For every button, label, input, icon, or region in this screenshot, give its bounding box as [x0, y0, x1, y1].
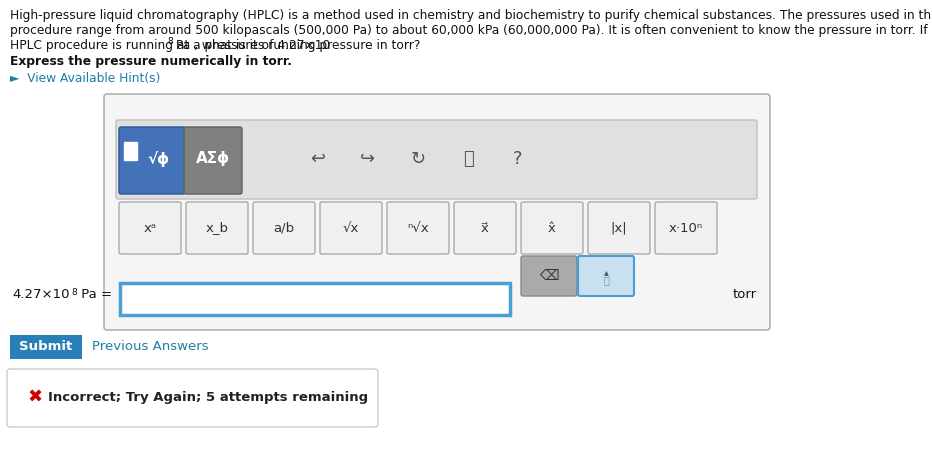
Text: procedure range from around 500 kilopascals (500,000 Pa) to about 60,000 kPa (60: procedure range from around 500 kilopasc…: [10, 24, 932, 37]
Text: ✖: ✖: [27, 389, 42, 407]
Text: √ϕ: √ϕ: [148, 151, 170, 167]
FancyBboxPatch shape: [10, 335, 82, 359]
Text: Incorrect; Try Again; 5 attempts remaining: Incorrect; Try Again; 5 attempts remaini…: [48, 391, 368, 404]
Bar: [124, 142, 137, 160]
Text: ⎙: ⎙: [462, 150, 473, 168]
Text: ↩: ↩: [310, 150, 325, 168]
Text: |x|: |x|: [610, 222, 627, 234]
Text: High-pressure liquid chromatography (HPLC) is a method used in chemistry and bio: High-pressure liquid chromatography (HPL…: [10, 9, 932, 22]
Text: x̂: x̂: [548, 222, 555, 234]
Text: Express the pressure numerically in torr.: Express the pressure numerically in torr…: [10, 55, 292, 68]
Text: x⃗: x⃗: [481, 222, 489, 234]
Text: ▴: ▴: [604, 267, 609, 277]
Text: ⁿ√x: ⁿ√x: [407, 222, 429, 234]
Text: Previous Answers: Previous Answers: [92, 340, 209, 354]
Text: AΣϕ: AΣϕ: [196, 152, 230, 167]
FancyBboxPatch shape: [184, 127, 242, 194]
Bar: [120, 283, 510, 315]
Text: ⌫: ⌫: [540, 269, 559, 283]
FancyBboxPatch shape: [655, 202, 717, 254]
FancyBboxPatch shape: [454, 202, 516, 254]
FancyBboxPatch shape: [7, 369, 378, 427]
Text: Submit: Submit: [20, 340, 73, 354]
Text: Pa =: Pa =: [77, 288, 112, 301]
Text: torr: torr: [733, 288, 757, 301]
FancyBboxPatch shape: [387, 202, 449, 254]
FancyBboxPatch shape: [119, 202, 181, 254]
Text: 8: 8: [71, 288, 76, 297]
Text: 8: 8: [167, 37, 172, 46]
Text: ►  View Available Hint(s): ► View Available Hint(s): [10, 72, 160, 85]
FancyBboxPatch shape: [521, 202, 583, 254]
Text: 4.27×10: 4.27×10: [12, 288, 70, 301]
Text: x_b: x_b: [205, 222, 228, 234]
Text: ?: ?: [514, 150, 523, 168]
Text: √x: √x: [343, 222, 359, 234]
Text: xᵃ: xᵃ: [144, 222, 157, 234]
FancyBboxPatch shape: [578, 256, 634, 296]
FancyBboxPatch shape: [521, 256, 577, 296]
FancyBboxPatch shape: [116, 120, 757, 199]
FancyBboxPatch shape: [320, 202, 382, 254]
Text: a/b: a/b: [273, 222, 295, 234]
Text: HPLC procedure is running at a pressure of 4.27×10: HPLC procedure is running at a pressure …: [10, 39, 330, 52]
FancyBboxPatch shape: [253, 202, 315, 254]
Text: ↪: ↪: [361, 150, 376, 168]
Text: ↻: ↻: [410, 150, 426, 168]
Text: ⎙: ⎙: [603, 275, 609, 285]
Text: x·10ⁿ: x·10ⁿ: [669, 222, 703, 234]
FancyBboxPatch shape: [104, 94, 770, 330]
FancyBboxPatch shape: [119, 127, 185, 194]
FancyBboxPatch shape: [588, 202, 650, 254]
FancyBboxPatch shape: [186, 202, 248, 254]
Text: Pa , what is its running pressure in torr?: Pa , what is its running pressure in tor…: [172, 39, 420, 52]
